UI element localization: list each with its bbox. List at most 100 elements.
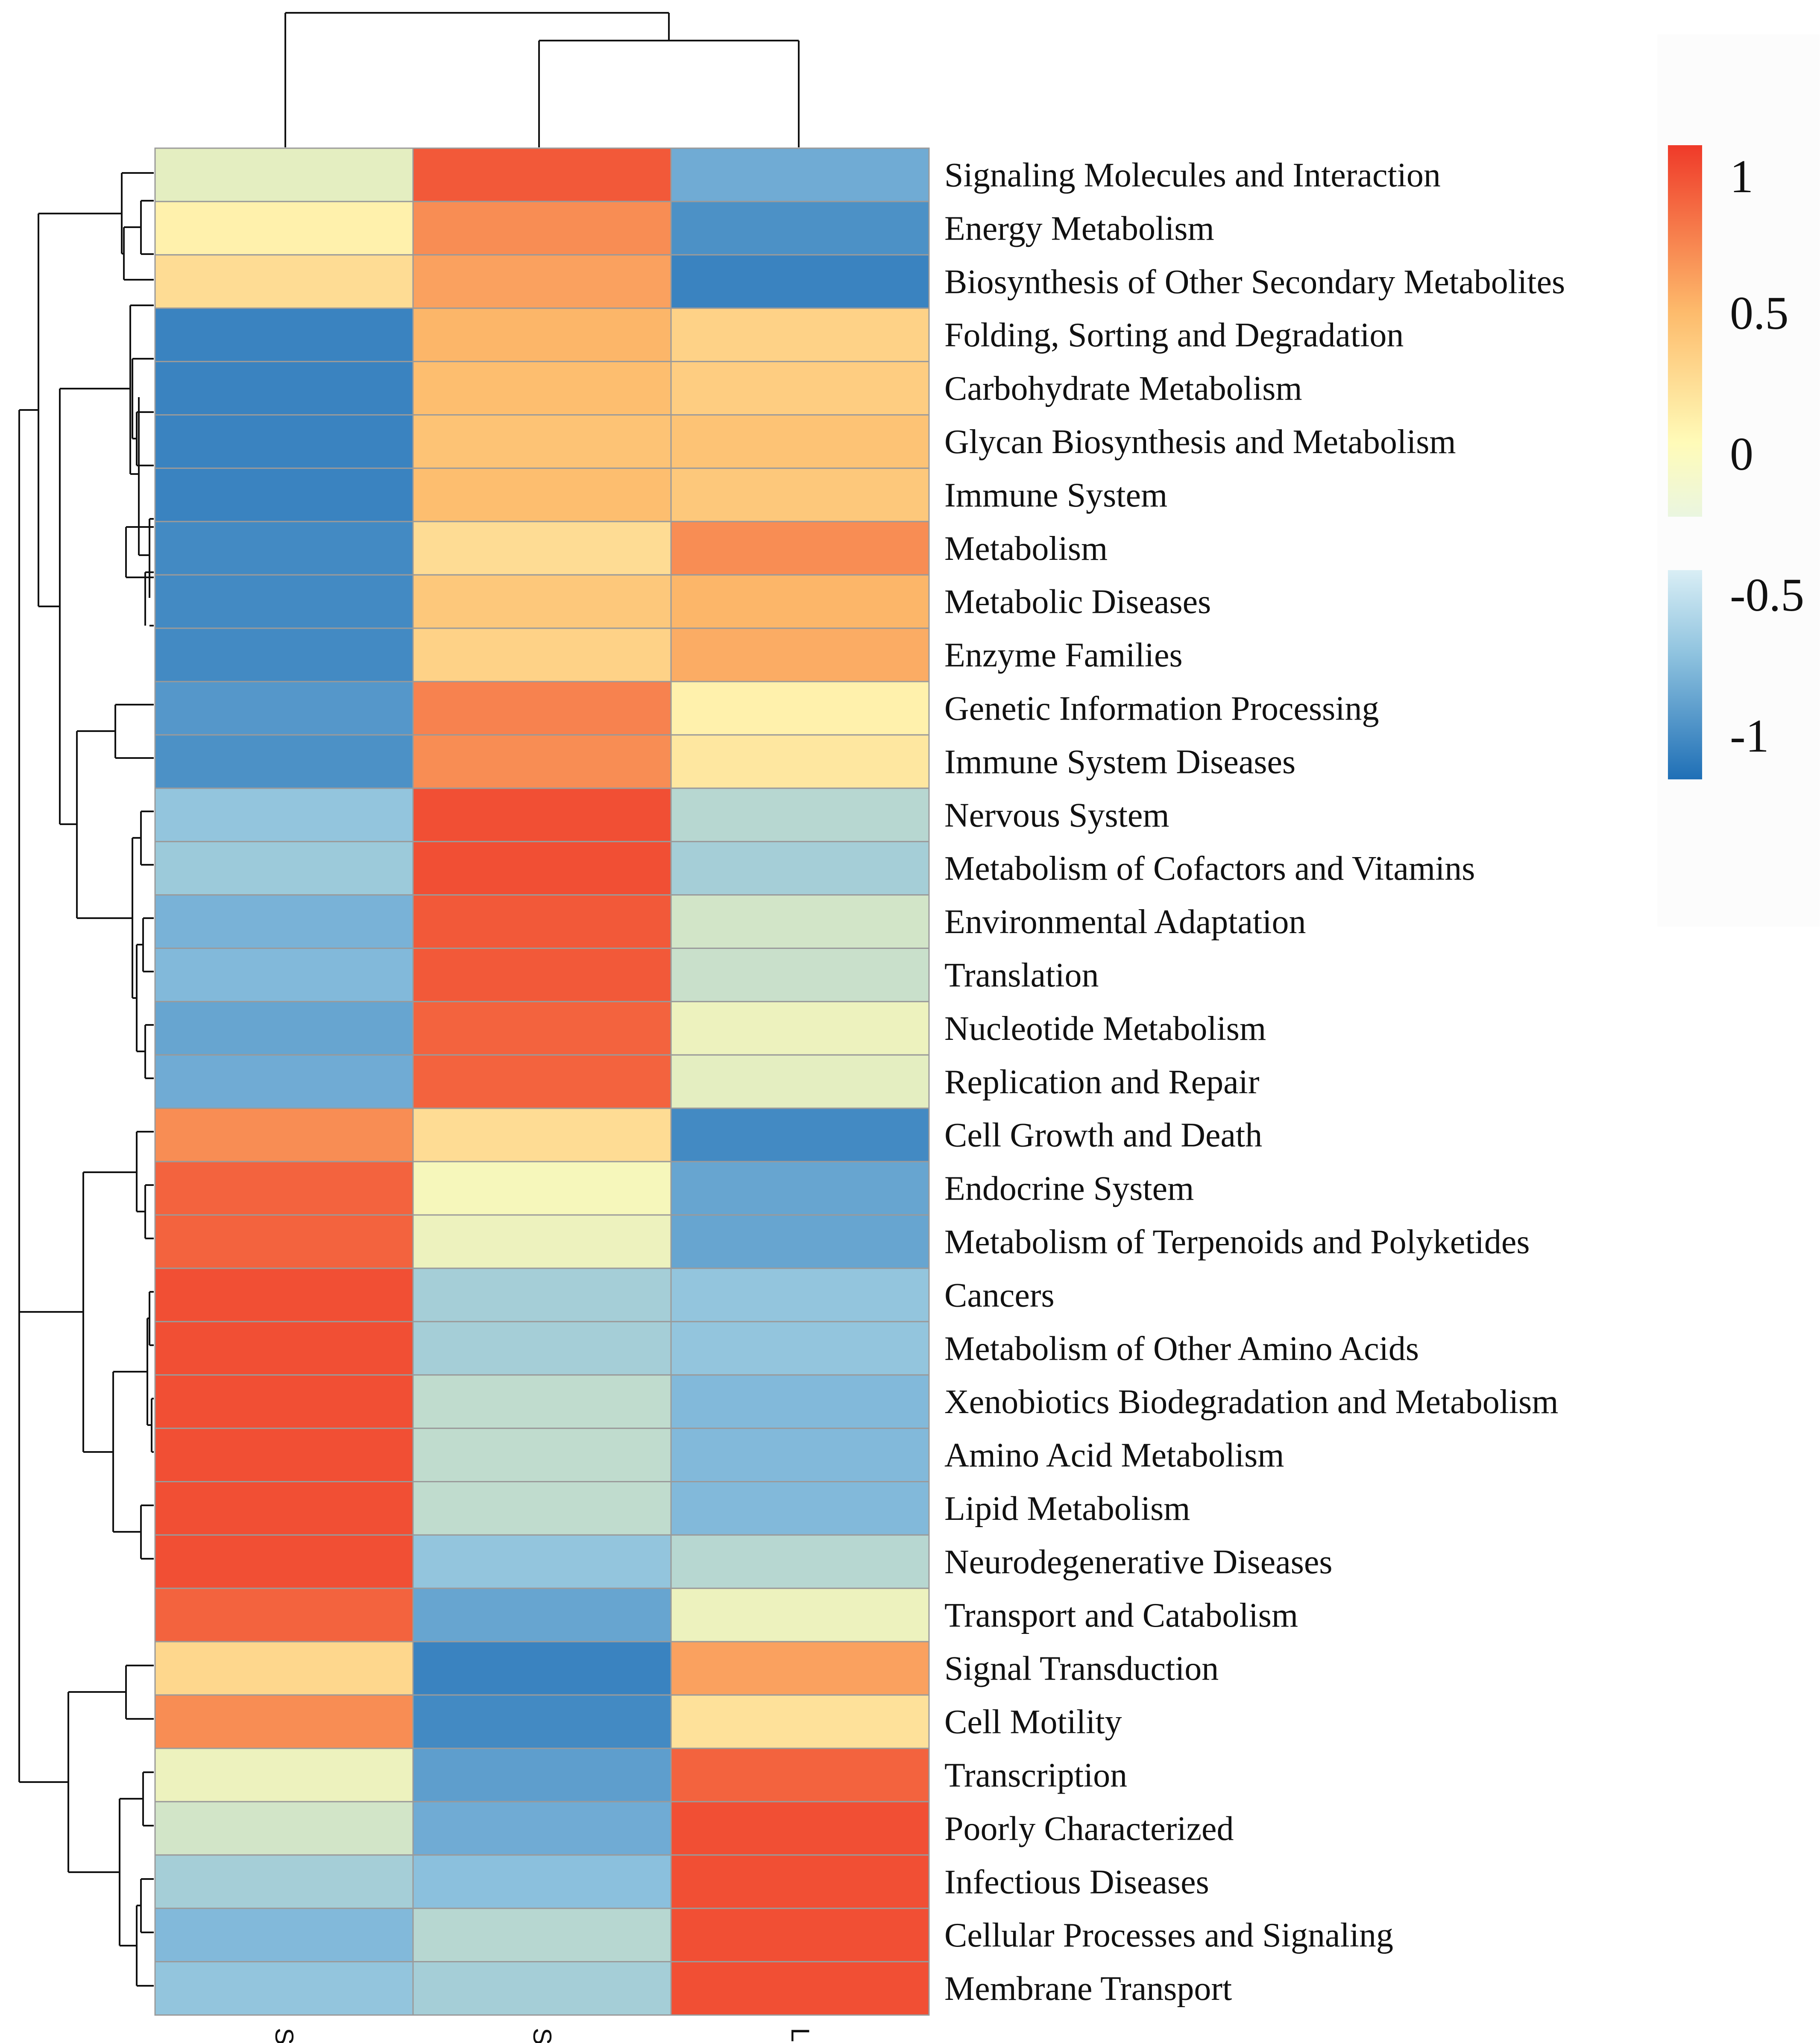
heatmap-cell <box>412 1107 672 1162</box>
heatmap-cell <box>412 574 672 629</box>
row-label: Metabolism of Cofactors and Vitamins <box>944 850 1475 887</box>
heatmap-cell <box>412 627 672 682</box>
row-label: Biosynthesis of Other Secondary Metaboli… <box>944 263 1565 301</box>
heatmap-cell <box>412 1481 672 1536</box>
heatmap-cell <box>154 627 414 682</box>
heatmap-cell <box>154 1374 414 1429</box>
heatmap-cell <box>670 521 930 576</box>
heatmap-cell <box>154 201 414 256</box>
row-label: Energy Metabolism <box>944 210 1214 247</box>
legend-tick-0: 0 <box>1730 428 1753 480</box>
heatmap-cell <box>154 147 414 202</box>
heatmap-cell <box>670 681 930 736</box>
heatmap-cell <box>412 1534 672 1589</box>
heatmap-cell <box>670 1641 930 1696</box>
row-label: Metabolism of Other Amino Acids <box>944 1330 1419 1367</box>
row-label: Metabolism <box>944 530 1108 568</box>
row-label: Cellular Processes and Signaling <box>944 1917 1393 1954</box>
heatmap-cell <box>412 1801 672 1856</box>
heatmap-cell <box>670 1908 930 1963</box>
row-label: Cell Growth and Death <box>944 1117 1262 1154</box>
heatmap-cell <box>154 574 414 629</box>
heatmap-cell <box>412 521 672 576</box>
heatmap-cell <box>412 467 672 522</box>
row-label: Immune System Diseases <box>944 743 1295 781</box>
heatmap-cell <box>412 787 672 843</box>
row-label: Enzyme Families <box>944 637 1183 674</box>
heatmap-cell <box>154 1481 414 1536</box>
heatmap-cell <box>412 254 672 309</box>
heatmap-cell <box>670 414 930 469</box>
row-label: Signaling Molecules and Interaction <box>944 156 1441 194</box>
heatmap-cell <box>412 734 672 789</box>
heatmap-cells <box>154 147 930 2016</box>
row-label: Lipid Metabolism <box>944 1490 1190 1528</box>
heatmap-cell <box>670 1321 930 1376</box>
row-label: Metabolic Diseases <box>944 583 1211 621</box>
heatmap-cell <box>670 1961 930 2016</box>
heatmap-cell <box>154 948 414 1002</box>
row-label: Transcription <box>944 1756 1127 1794</box>
heatmap-cell <box>670 1587 930 1642</box>
heatmap-cell <box>670 1534 930 1589</box>
heatmap-cell <box>412 681 672 736</box>
heatmap-cell <box>412 1374 672 1429</box>
heatmap-cell <box>670 254 930 309</box>
heatmap-cell <box>670 1854 930 1909</box>
heatmap-cell <box>154 1001 414 1056</box>
heatmap-cell <box>670 1267 930 1323</box>
row-label: Endocrine System <box>944 1170 1194 1208</box>
row-label: Cell Motility <box>944 1703 1122 1741</box>
row-label: Poorly Characterized <box>944 1810 1234 1847</box>
heatmap-cell <box>670 1801 930 1856</box>
row-label: Metabolism of Terpenoids and Polyketides <box>944 1223 1530 1261</box>
column-label: SI <box>528 2028 557 2043</box>
heatmap-cell <box>670 1747 930 1803</box>
heatmap-cell <box>154 1267 414 1323</box>
row-label: Environmental Adaptation <box>944 903 1306 941</box>
heatmap-cell <box>154 681 414 736</box>
heatmap-cell <box>154 1161 414 1216</box>
heatmap-cell <box>670 307 930 363</box>
heatmap-cell <box>154 1428 414 1483</box>
heatmap-cell <box>412 361 672 416</box>
row-label: Signal Transduction <box>944 1650 1219 1688</box>
heatmap-cell <box>412 894 672 949</box>
heatmap-cell <box>670 147 930 202</box>
heatmap-cell <box>670 734 930 789</box>
row-label: Neurodegenerative Diseases <box>944 1543 1332 1581</box>
heatmap-cell <box>154 254 414 309</box>
heatmap-cell <box>670 894 930 949</box>
row-label: Carbohydrate Metabolism <box>944 370 1302 407</box>
heatmap-cell <box>154 1961 414 2016</box>
heatmap-cell <box>154 1747 414 1803</box>
legend-tick-0.5: 0.5 <box>1730 287 1789 339</box>
row-label: Replication and Repair <box>944 1063 1260 1101</box>
heatmap-cell <box>670 1428 930 1483</box>
heatmap-cell <box>154 787 414 843</box>
heatmap-cell <box>154 1214 414 1269</box>
heatmap-cell <box>670 1694 930 1749</box>
row-label: Folding, Sorting and Degradation <box>944 316 1404 354</box>
heatmap-cell <box>412 1001 672 1056</box>
row-dendrogram <box>18 172 154 1987</box>
heatmap-cell <box>670 1481 930 1536</box>
heatmap-cell <box>412 1267 672 1323</box>
heatmap-cell <box>670 201 930 256</box>
row-label: Nervous System <box>944 796 1169 834</box>
column-label: ST <box>270 2028 299 2043</box>
heatmap-cell <box>670 787 930 843</box>
heatmap-cell <box>670 1214 930 1269</box>
heatmap-cell <box>412 1161 672 1216</box>
heatmap-cell <box>670 841 930 896</box>
row-label: Infectious Diseases <box>944 1863 1209 1901</box>
heatmap-cell <box>154 1801 414 1856</box>
heatmap-cell <box>670 627 930 682</box>
heatmap-cell <box>154 467 414 522</box>
row-label: Genetic Information Processing <box>944 690 1379 727</box>
heatmap-cell <box>670 1107 930 1162</box>
row-label: Membrane Transport <box>944 1970 1232 2008</box>
heatmap-cell <box>154 1854 414 1909</box>
